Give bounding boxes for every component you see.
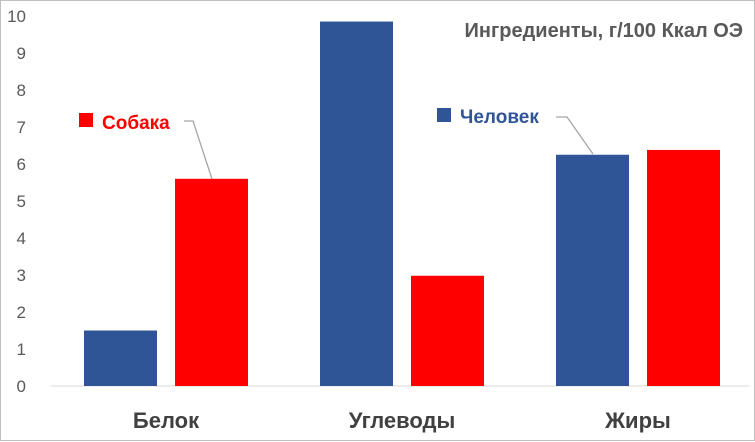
legend-human-leader <box>556 116 594 155</box>
legend-human: Человек <box>437 107 594 155</box>
y-tick-label: 2 <box>17 303 26 322</box>
bar-dog-1 <box>411 275 484 386</box>
y-tick-label: 10 <box>7 7 26 26</box>
legend-dog-label: Собака <box>102 113 170 134</box>
legend-dog: Собака <box>79 113 213 180</box>
bar-dog-2 <box>647 149 720 386</box>
bars <box>84 21 720 387</box>
y-tick-label: 9 <box>17 44 26 63</box>
y-tick-label: 5 <box>17 192 26 211</box>
y-tick-label: 1 <box>17 340 26 359</box>
x-category-label: Жиры <box>604 408 671 433</box>
x-category-label: Углеводы <box>349 408 456 433</box>
bar-dog-0 <box>175 178 248 386</box>
legend-human-label: Человек <box>460 107 539 128</box>
y-tick-label: 7 <box>17 118 26 137</box>
y-tick-label: 3 <box>17 266 26 285</box>
y-tick-label: 6 <box>17 155 26 174</box>
x-category-label: Белок <box>133 408 200 433</box>
bar-human-1 <box>320 21 393 387</box>
y-axis-ticks: 0 1 2 3 4 5 6 7 8 9 10 <box>7 7 26 396</box>
legend-dog-leader <box>184 120 213 180</box>
y-tick-label: 8 <box>17 81 26 100</box>
legend-human-swatch <box>437 108 451 122</box>
x-axis-categories: Белок Углеводы Жиры <box>133 408 671 433</box>
chart-title: Ингредиенты, г/100 Ккал ОЭ <box>464 20 743 42</box>
bar-human-0 <box>84 330 157 386</box>
bar-human-2 <box>556 154 629 386</box>
y-tick-label: 0 <box>17 377 26 396</box>
y-tick-label: 4 <box>17 229 26 248</box>
legend-dog-swatch <box>79 113 93 127</box>
